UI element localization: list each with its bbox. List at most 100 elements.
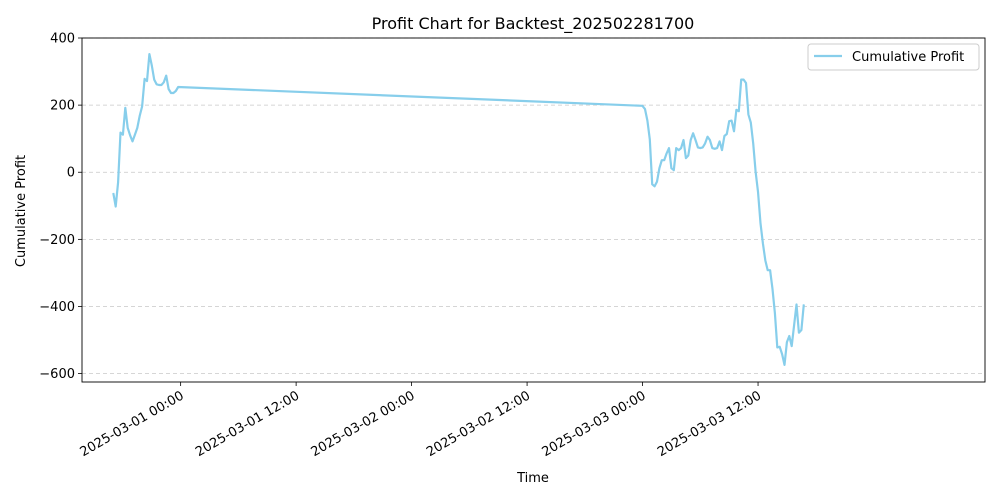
- data-point: [122, 134, 124, 136]
- data-point: [786, 341, 788, 343]
- data-point: [716, 147, 718, 149]
- data-point: [796, 304, 797, 305]
- data-point: [680, 147, 682, 149]
- y-tick-label: 200: [50, 99, 75, 114]
- data-point: [719, 141, 720, 142]
- data-point: [661, 159, 663, 161]
- data-point: [793, 324, 795, 326]
- data-point: [695, 139, 696, 141]
- data-point: [798, 332, 800, 334]
- data-point: [707, 136, 708, 138]
- y-tick-label: 0: [67, 166, 75, 181]
- legend-label: Cumulative Profit: [852, 50, 964, 65]
- data-point: [668, 147, 670, 149]
- data-point: [704, 143, 706, 144]
- data-point: [740, 79, 742, 80]
- data-point: [733, 130, 735, 132]
- data-point: [149, 53, 150, 55]
- data-point: [697, 147, 699, 148]
- data-point: [803, 304, 805, 305]
- data-point: [709, 139, 711, 141]
- data-point: [750, 122, 752, 123]
- data-point: [767, 269, 769, 271]
- data-point: [675, 147, 677, 149]
- data-point: [743, 79, 744, 80]
- data-point: [651, 183, 653, 185]
- data-point: [666, 153, 667, 154]
- data-point: [801, 329, 802, 331]
- data-point: [642, 105, 643, 107]
- data-point: [163, 81, 165, 83]
- data-point: [784, 364, 785, 366]
- data-point: [757, 191, 759, 193]
- data-point: [702, 147, 704, 148]
- data-point: [129, 134, 131, 136]
- data-point: [644, 108, 646, 110]
- data-point: [764, 259, 766, 261]
- data-point: [132, 141, 133, 142]
- y-tick-label: −400: [39, 300, 75, 315]
- data-point: [170, 92, 172, 94]
- data-point: [678, 149, 680, 151]
- y-tick-label: −600: [39, 367, 75, 382]
- data-point: [124, 107, 126, 109]
- data-point: [115, 206, 117, 207]
- y-tick-label: 400: [50, 32, 75, 47]
- legend: Cumulative Profit: [807, 43, 980, 71]
- data-point: [173, 92, 174, 94]
- data-point: [791, 345, 793, 347]
- data-point: [760, 222, 761, 224]
- data-point: [120, 132, 121, 134]
- data-point: [690, 139, 692, 141]
- data-point: [687, 155, 689, 156]
- data-point: [141, 106, 143, 107]
- data-point: [711, 147, 713, 149]
- data-point: [788, 335, 790, 337]
- data-point: [168, 88, 170, 90]
- data-point: [721, 149, 723, 151]
- data-point: [663, 159, 665, 161]
- data-point: [779, 346, 781, 348]
- data-point: [683, 139, 684, 141]
- data-point: [151, 65, 153, 66]
- plot-frame: [81, 37, 986, 383]
- data-point: [161, 84, 162, 86]
- chart-title: Profit Chart for Backtest_202502281700: [372, 14, 695, 34]
- data-point: [748, 114, 749, 115]
- data-point: [726, 133, 728, 135]
- series-layer: [112, 53, 805, 366]
- data-point: [659, 167, 660, 169]
- data-point: [136, 127, 138, 129]
- data-point: [117, 181, 119, 183]
- data-point: [112, 192, 114, 194]
- data-point: [153, 79, 155, 80]
- data-point: [158, 84, 160, 86]
- data-point: [755, 171, 756, 173]
- x-axis-label: Time: [516, 471, 549, 486]
- y-tick-label: −200: [39, 233, 75, 248]
- data-point: [724, 135, 725, 137]
- legend-box: [807, 43, 980, 71]
- data-point: [649, 139, 651, 140]
- data-point: [134, 134, 136, 136]
- data-point: [175, 90, 177, 92]
- data-point: [738, 110, 740, 112]
- data-point: [692, 132, 694, 134]
- data-point: [685, 157, 687, 159]
- data-point: [146, 80, 148, 82]
- data-point: [714, 148, 716, 150]
- data-point: [165, 75, 167, 76]
- data-point: [139, 115, 141, 117]
- data-point: [127, 127, 129, 129]
- data-point: [762, 243, 764, 244]
- data-point: [156, 83, 158, 85]
- data-point: [673, 169, 675, 171]
- data-point: [772, 288, 773, 290]
- y-axis: −600 −400 −200 0 200 400: [39, 32, 82, 382]
- data-point: [781, 353, 783, 355]
- data-point: [736, 109, 737, 111]
- data-point: [752, 143, 754, 144]
- data-point: [699, 147, 701, 149]
- data-point: [731, 120, 732, 121]
